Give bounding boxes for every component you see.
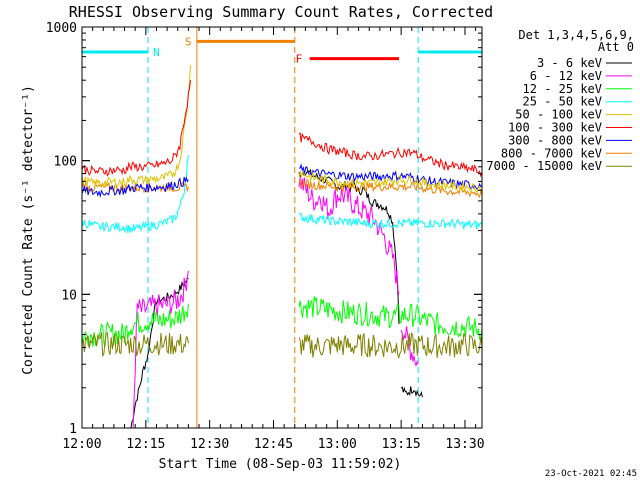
x-tick-label: 12:30	[190, 437, 229, 452]
series-300-800-kev	[82, 163, 482, 198]
detector-info-line1: Det 1,3,4,5,6,9,	[518, 28, 634, 42]
series-50-100-kev	[82, 64, 482, 194]
series-6-12-kev	[132, 177, 419, 428]
x-axis-label: Start Time (08-Sep-03 11:59:02)	[159, 457, 402, 472]
legend-label-800-7000-kev: 800 - 7000 keV	[501, 146, 602, 160]
series-800-7000-kev-line	[298, 178, 482, 199]
series-7000-15000-kev-line	[82, 332, 189, 358]
y-axis: 1 10 100 1000	[46, 21, 482, 437]
series-3-6-kev-line	[298, 168, 400, 325]
series-50-100-kev-line	[298, 170, 482, 194]
bar-f: F	[296, 53, 400, 66]
y-axis-label: Corrected Count Rate (s⁻¹ detector⁻¹)	[21, 85, 36, 375]
series-12-25-kev-line	[82, 303, 189, 349]
x-tick-label: 13:15	[382, 437, 421, 452]
series-7000-15000-kev-line	[298, 332, 482, 360]
y-tick-label: 10	[61, 288, 77, 303]
series-6-12-kev-line	[400, 326, 419, 367]
legend-label-3-6-kev: 3 - 6 keV	[537, 56, 602, 70]
series-12-25-kev-line	[298, 296, 482, 341]
series-100-300-kev	[82, 80, 482, 178]
x-tick-label: 13:00	[318, 437, 357, 452]
detector-info-line2: Att 0	[598, 40, 634, 54]
bar-n: N	[82, 27, 482, 428]
y-tick-label: 1000	[46, 21, 77, 36]
series-3-6-kev	[130, 168, 423, 428]
series-100-300-kev-line	[82, 80, 191, 177]
series-12-25-kev	[82, 296, 482, 349]
footer-timestamp: 23-Oct-2021 02:45	[545, 469, 637, 479]
legend-label-12-25-kev: 12 - 25 keV	[523, 82, 602, 96]
observation-status-bars: N S F	[82, 27, 482, 428]
series-3-6-kev-line	[400, 386, 423, 398]
bar-s: S	[185, 27, 296, 428]
series-6-12-kev-line	[298, 177, 400, 295]
series-25-50-kev	[82, 155, 482, 234]
legend-label-25-50-kev: 25 - 50 keV	[523, 95, 602, 109]
chart-title: RHESSI Observing Summary Count Rates, Co…	[69, 3, 493, 21]
y-tick-label: 100	[54, 155, 77, 170]
series-25-50-kev-line	[298, 212, 482, 230]
x-tick-label: 12:45	[254, 437, 293, 452]
bar-label-s: S	[185, 35, 192, 48]
legend-label-50-100-kev: 50 - 100 keV	[515, 108, 602, 122]
legend-label-100-300-kev: 100 - 300 keV	[508, 121, 602, 135]
plot-frame	[81, 26, 483, 429]
x-tick-label: 12:00	[62, 437, 101, 452]
series-7000-15000-kev	[82, 332, 482, 360]
series-lines	[82, 64, 482, 428]
y-tick-label: 1	[69, 422, 77, 437]
series-50-100-kev-line	[82, 64, 191, 189]
series-25-50-kev-line	[82, 155, 189, 234]
x-tick-label: 13:30	[445, 437, 484, 452]
series-300-800-kev-line	[82, 176, 189, 198]
legend-label-300-800-kev: 300 - 800 keV	[508, 133, 602, 147]
x-tick-label: 12:15	[126, 437, 165, 452]
bar-label-n: N	[153, 46, 160, 59]
x-axis: 12:00 12:15 12:30 12:45 13:00 13:15 13:30	[62, 27, 485, 452]
legend-label-6-12-kev: 6 - 12 keV	[530, 69, 602, 83]
series-300-800-kev-line	[298, 163, 482, 190]
legend-label-7000-15000-kev: 7000 - 15000 keV	[486, 159, 602, 173]
series-6-12-kev-line	[132, 270, 189, 428]
series-100-300-kev-line	[298, 132, 482, 178]
bar-label-f: F	[296, 53, 303, 66]
